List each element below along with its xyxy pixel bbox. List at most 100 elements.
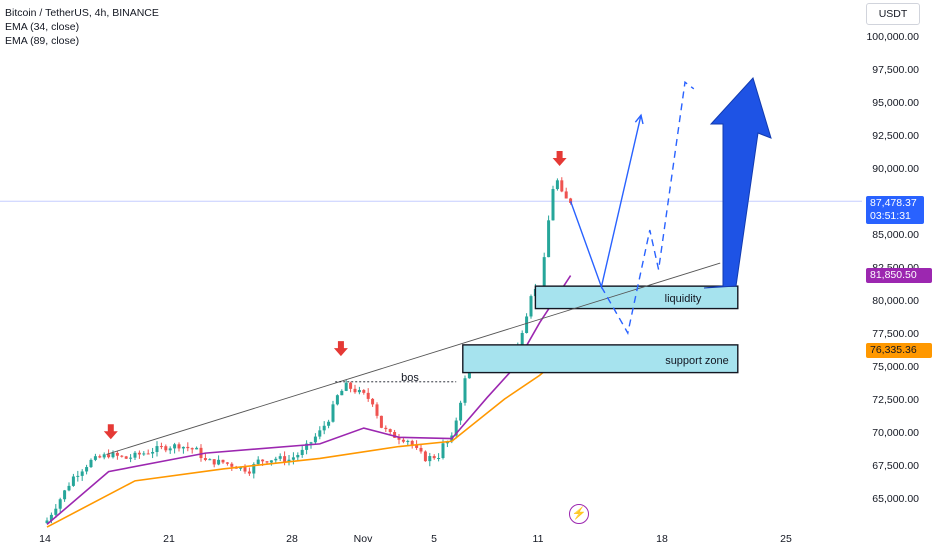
candle-body [379,415,383,428]
candle-body [217,459,221,465]
candle-body [564,191,568,199]
candle-body [344,382,348,391]
ema-lines [46,275,572,528]
candle-body [406,440,410,442]
candle-body [98,456,102,458]
candle-body [71,476,75,486]
candle-body [428,456,432,462]
x-tick-label: 18 [656,533,668,545]
candle-body [195,447,199,450]
y-tick-label: 67,500.00 [872,460,919,472]
ema-slow-legend[interactable]: EMA (89, close) [5,35,80,47]
lightning-icon[interactable]: ⚡ [569,504,589,524]
x-tick-label: 25 [780,533,792,545]
candle-body [199,447,203,459]
candle-body [287,459,291,462]
price-axis[interactable]: 65,000.00 67,500.00 70,000.00 72,500.00 75,0… [866,31,919,505]
candle-body [208,459,212,461]
candle-body [459,402,463,421]
symbol-title[interactable]: Bitcoin / TetherUS, 4h, BINANCE [5,7,159,19]
candle-body [221,459,225,463]
bar-countdown: 03:51:31 [870,210,911,222]
liquidity-label: liquidity [665,293,702,305]
candle-body [115,452,119,456]
y-tick-label: 92,500.00 [872,130,919,142]
candle-body [247,471,251,474]
candle-body [322,425,326,431]
candle-body [177,444,181,449]
candle-body [137,452,141,455]
candle-body [441,443,445,459]
candle-body [159,446,163,448]
candle-body [155,446,159,452]
projection-arrowhead-solid [634,113,644,125]
candle-body [133,452,137,458]
annotation-lines [103,77,772,455]
candle-body [146,453,150,455]
candle-body [54,508,58,515]
candle-body [525,316,529,333]
x-tick-label: 14 [39,533,51,545]
ema-fast-legend[interactable]: EMA (34, close) [5,21,80,33]
ema-34-line [46,275,572,526]
support-zone-label: support zone [665,355,729,367]
candle-body [371,398,375,405]
liquidity-zone [534,285,739,310]
candle-body [313,436,317,443]
candle-body [243,466,247,472]
candle-body [555,180,559,190]
candle-body [63,490,67,500]
candle-body [283,456,287,462]
candle-body [89,459,93,468]
candle-body [120,455,124,457]
candle-body [335,395,339,405]
candle-body [520,332,524,346]
down-arrow-marker [552,151,567,167]
candle-body [397,437,401,440]
candle-body [274,458,278,461]
candle-body [168,448,172,451]
y-tick-label: 100,000.00 [866,31,919,43]
y-tick-label: 77,500.00 [872,328,919,340]
y-tick-label: 97,500.00 [872,64,919,76]
candle-body [569,198,573,203]
y-tick-label: 90,000.00 [872,163,919,175]
candle-body [362,390,366,393]
candle-body [357,390,361,393]
candle-body [261,459,265,462]
candle-body [256,459,260,465]
candle-body [111,452,115,458]
candle-body [67,485,71,491]
candle-body [542,257,546,289]
chart-legend: Bitcoin / TetherUS, 4h, BINANCE EMA (34,… [5,6,159,48]
projection-path-dashed [600,80,695,335]
candle-body [173,444,177,449]
current-price-tag: 87,478.37 03:51:31 [866,196,924,224]
candle-body [410,440,414,446]
candle-body [353,388,357,393]
candle-body [454,420,458,436]
candle-body [151,451,155,454]
time-axis[interactable]: 14 21 28 Nov 5 11 18 25 [39,533,792,545]
candle-body [437,458,441,460]
candle-body [269,460,273,463]
y-tick-label: 80,000.00 [872,295,919,307]
candle-body [560,180,564,192]
candle-body [463,378,467,403]
candle-body [142,453,146,455]
currency-selector[interactable]: USDT [866,3,920,25]
x-tick-label: 5 [431,533,437,545]
candle-body [80,471,84,476]
candle-body [265,461,269,463]
candle-body [230,463,234,467]
candle-body [76,475,80,477]
down-arrow-marker [333,341,348,357]
y-tick-label: 85,000.00 [872,229,919,241]
zones [462,285,739,374]
ema-slow-price-tag: 76,335.36 [866,343,932,358]
y-tick-label: 65,000.00 [872,493,919,505]
big-up-arrow [703,77,772,289]
candle-body [291,457,295,460]
candle-body [547,220,551,258]
